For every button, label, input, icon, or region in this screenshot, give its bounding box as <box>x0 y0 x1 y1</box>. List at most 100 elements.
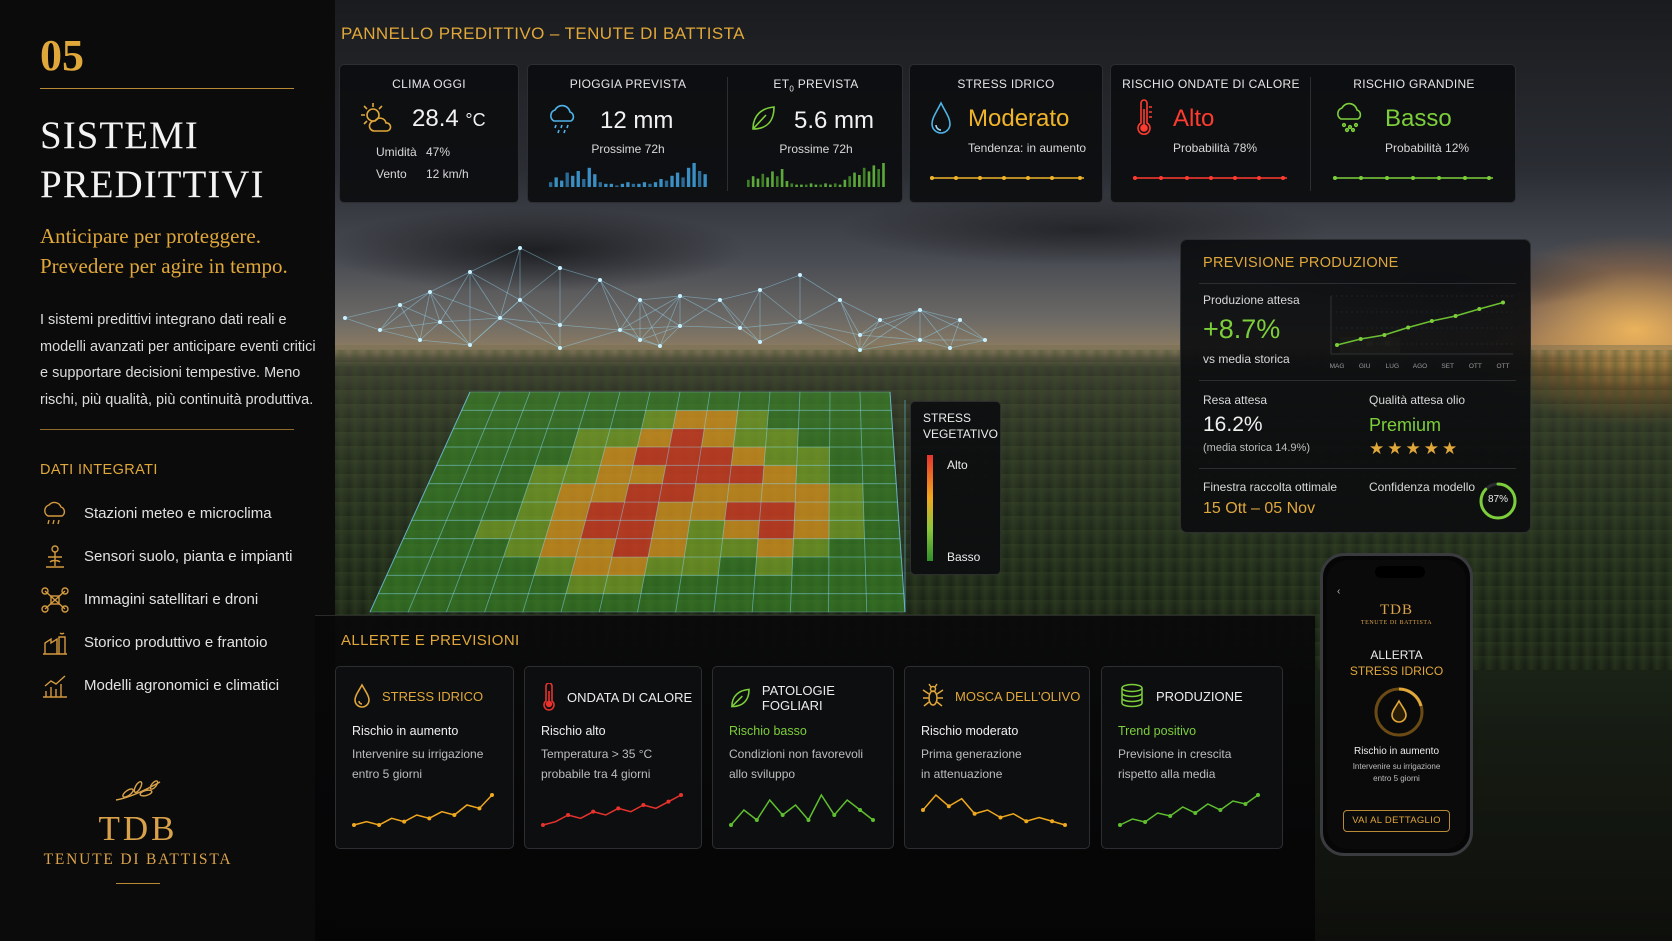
heatmap-cell <box>864 538 902 558</box>
heatmap-cell <box>487 483 530 503</box>
forecast-bar <box>766 177 769 187</box>
heatmap-cell <box>759 501 796 521</box>
sensor-node <box>558 346 562 350</box>
divider <box>116 883 160 884</box>
olive-fly-icon <box>922 683 944 707</box>
sensor-node <box>838 298 842 302</box>
alert-description: Condizioni non favorevoli allo sviluppo <box>729 747 864 781</box>
month-tick-label: OTT <box>1469 363 1482 370</box>
water-stress-card[interactable]: STRESS IDRICO Moderato Tendenza: in aume… <box>909 64 1103 203</box>
heatmap-cell <box>728 464 765 485</box>
sensor-node <box>858 348 862 352</box>
stress-legend: STRESS VEGETATIVO Alto Basso <box>910 401 1001 575</box>
heatmap-cell <box>452 574 498 595</box>
sensor-node <box>558 266 562 270</box>
rain-title: PIOGGIA PREVISTA <box>569 77 687 91</box>
heatmap-cell <box>828 574 867 595</box>
phone-desc-1: Intervenire su irrigazione <box>1352 762 1441 771</box>
alert-produzione[interactable]: PRODUZIONE Trend positivo Previsione in … <box>1101 666 1283 849</box>
hail-trend-line <box>1333 176 1493 180</box>
legend-gradient <box>927 455 933 561</box>
forecast-bar <box>703 174 707 187</box>
sparkline-point <box>427 816 432 821</box>
rain-value: 12 mm <box>600 107 674 134</box>
heatmap-cell <box>550 501 592 521</box>
forecast-bar <box>659 179 663 187</box>
sparkline-line <box>922 793 1066 826</box>
alert-ondata-calore[interactable]: ONDATA DI CALORE Rischio alto Temperatur… <box>524 666 702 849</box>
sparkline-point <box>352 823 356 827</box>
back-chevron-icon[interactable]: ‹ <box>1337 586 1341 597</box>
sparkline-point <box>377 823 382 827</box>
forecast-bar <box>751 176 755 187</box>
phone-alert-title: STRESS IDRICO <box>1349 664 1444 678</box>
wind-value: 12 km/h <box>426 167 469 181</box>
brand-logo: TDB TENUTE DI BATTISTA <box>40 778 236 884</box>
rain-et0-card[interactable]: PIOGGIA PREVISTA 12 mm Prossime 72h ET0 … <box>527 64 903 203</box>
forecast-bar <box>872 165 876 187</box>
heatmap-cell <box>654 501 694 521</box>
sparkline-point <box>402 819 407 824</box>
window-label: Finestra raccolta ottimale <box>1203 480 1338 494</box>
sensor-node <box>428 290 432 294</box>
forecast-bar <box>771 171 774 187</box>
water-drop-icon <box>1374 687 1424 737</box>
olive-branch-icon <box>115 780 161 801</box>
heatmap-cell <box>763 446 799 466</box>
forecast-bar <box>565 172 569 187</box>
heatmap-cell <box>796 446 831 466</box>
forecast-bar <box>554 177 558 187</box>
forecast-bar <box>571 175 575 187</box>
sensor-node <box>718 298 722 302</box>
heatmap-cell <box>863 519 901 540</box>
rain-cloud-icon <box>550 104 575 134</box>
forecast-bar <box>809 183 813 187</box>
heatmap-cell <box>445 593 492 613</box>
production-forecast-card[interactable]: PREVISIONE PRODUZIONE Produzione attesa … <box>1180 239 1531 533</box>
hail-title: RISCHIO GRANDINE <box>1353 77 1475 91</box>
hail-prob: Probabilità 12% <box>1385 141 1470 155</box>
sensor-node <box>983 338 987 342</box>
heatmap-cell <box>614 391 651 411</box>
risk-card[interactable]: RISCHIO ONDATE DI CALORE Alto Probabilit… <box>1110 64 1516 203</box>
forecast-bar <box>626 182 630 187</box>
heatmap-cell <box>509 519 552 540</box>
heatmap-cell <box>567 446 606 466</box>
heatmap-cell <box>430 538 475 558</box>
forecast-bar <box>692 163 696 187</box>
sensor-node <box>958 318 962 322</box>
heatmap-cell <box>865 574 905 595</box>
sensor-node <box>858 333 862 337</box>
sparkline-point <box>780 813 785 817</box>
legend-title-2: VEGETATIVO <box>923 427 998 441</box>
heatmap-cell <box>668 428 705 448</box>
alert-mosca[interactable]: MOSCA DELL'OLIVO Rischio moderato Prima … <box>904 666 1090 849</box>
clima-card[interactable]: CLIMA OGGI 28.4 °C Umidità 47% Vento 12 … <box>339 64 519 203</box>
detail-button[interactable]: VAI AL DETTAGLIO <box>1343 810 1450 832</box>
heatmap-cell <box>733 428 768 448</box>
forecast-bar <box>790 183 794 187</box>
alert-description: Prima generazione in attenuazione <box>921 747 1022 781</box>
heatmap-cell <box>794 483 830 503</box>
forecast-bar <box>843 179 847 187</box>
sparkline-point <box>1118 823 1122 827</box>
expected-sub: vs media storica <box>1203 352 1290 366</box>
heatmap-cell <box>515 501 557 521</box>
yield-label: Resa attesa <box>1203 393 1268 407</box>
sensor-node <box>468 343 472 347</box>
heatmap-cell <box>686 519 726 540</box>
forecast-bar <box>653 182 658 187</box>
production-series-line <box>1336 301 1504 346</box>
humidity-label: Umidità <box>376 145 417 159</box>
heatmap-cell <box>735 409 769 430</box>
heatwave-value: Alto <box>1173 105 1215 132</box>
alert-stress-idrico[interactable]: STRESS IDRICO Rischio in aumento Interve… <box>335 666 514 849</box>
sparkline-point <box>541 823 545 827</box>
alert-patologie[interactable]: PATOLOGIE FOGLIARI Rischio basso Condizi… <box>712 666 894 849</box>
sensor-node <box>418 338 422 342</box>
heatmap-cell <box>861 464 897 485</box>
forecast-bar <box>882 163 885 187</box>
heatmap-cell <box>672 409 708 430</box>
heatmap-cell <box>598 593 642 613</box>
leaf-icon <box>752 106 775 130</box>
